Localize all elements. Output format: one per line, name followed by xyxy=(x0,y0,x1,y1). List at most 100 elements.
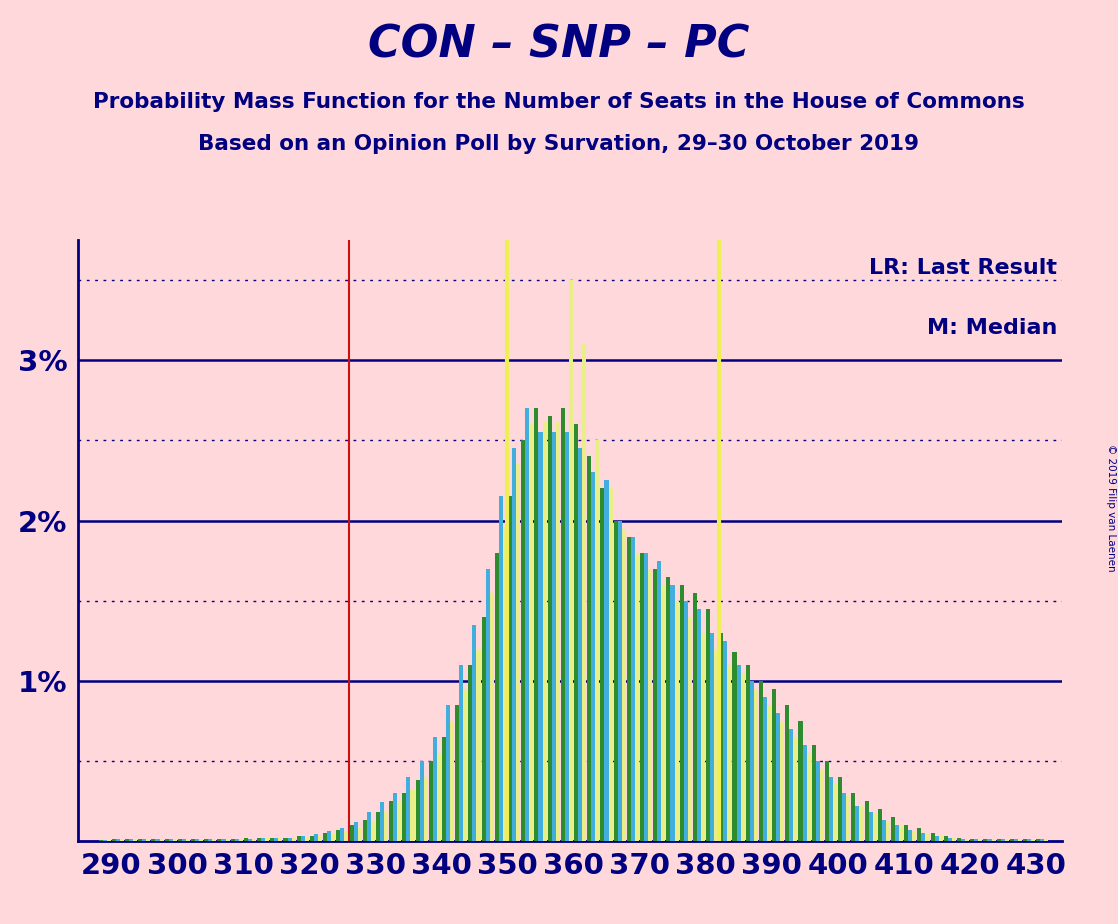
Bar xyxy=(873,814,877,841)
Bar xyxy=(657,561,662,841)
Bar xyxy=(762,697,767,841)
Bar xyxy=(838,777,842,841)
Bar xyxy=(1014,839,1017,841)
Bar xyxy=(139,839,142,841)
Bar xyxy=(723,640,728,841)
Bar xyxy=(869,812,873,841)
Bar xyxy=(935,836,939,841)
Bar xyxy=(205,839,208,841)
Bar xyxy=(1044,839,1049,841)
Bar xyxy=(803,745,806,841)
Bar xyxy=(746,664,750,841)
Bar xyxy=(714,649,718,841)
Bar xyxy=(169,839,173,841)
Bar xyxy=(561,408,565,841)
Bar xyxy=(674,601,679,841)
Bar xyxy=(186,839,190,841)
Bar xyxy=(116,839,120,841)
Bar xyxy=(896,825,899,841)
Bar xyxy=(812,745,816,841)
Bar xyxy=(608,489,613,841)
Bar xyxy=(614,520,617,841)
Bar xyxy=(565,432,569,841)
Bar xyxy=(908,830,912,841)
Bar xyxy=(574,424,578,841)
Bar xyxy=(798,721,803,841)
Bar xyxy=(885,821,890,841)
Bar xyxy=(819,769,824,841)
Bar xyxy=(521,441,525,841)
Bar xyxy=(217,839,221,841)
Bar xyxy=(292,838,295,841)
Bar xyxy=(257,838,262,841)
Bar xyxy=(653,568,657,841)
Bar xyxy=(446,705,451,841)
Bar xyxy=(394,793,397,841)
Bar xyxy=(904,825,908,841)
Bar xyxy=(274,838,278,841)
Bar xyxy=(296,836,301,841)
Bar xyxy=(226,839,229,841)
Bar xyxy=(825,760,828,841)
Bar xyxy=(287,838,292,841)
Bar xyxy=(569,280,574,841)
Bar xyxy=(182,839,186,841)
Bar xyxy=(173,839,177,841)
Bar xyxy=(208,839,212,841)
Text: LR: Last Result: LR: Last Result xyxy=(869,259,1058,278)
Bar xyxy=(133,839,138,841)
Bar xyxy=(635,553,639,841)
Bar xyxy=(582,345,586,841)
Bar xyxy=(750,681,754,841)
Bar xyxy=(707,609,710,841)
Bar xyxy=(142,839,146,841)
Text: Based on an Opinion Poll by Survation, 29–30 October 2019: Based on an Opinion Poll by Survation, 2… xyxy=(199,134,919,154)
Bar xyxy=(424,777,428,841)
Bar xyxy=(230,839,235,841)
Bar xyxy=(578,448,582,841)
Bar xyxy=(710,633,714,841)
Bar xyxy=(794,736,797,841)
Bar xyxy=(199,839,203,841)
Bar xyxy=(974,839,978,841)
Bar xyxy=(310,836,314,841)
Bar xyxy=(776,712,780,841)
Bar xyxy=(120,839,124,841)
Bar xyxy=(1023,839,1027,841)
Bar xyxy=(344,832,349,841)
Bar xyxy=(499,496,503,841)
Bar xyxy=(662,585,665,841)
Bar xyxy=(539,432,542,841)
Bar xyxy=(397,801,401,841)
Bar xyxy=(416,780,419,841)
Bar xyxy=(644,553,648,841)
Bar xyxy=(419,760,424,841)
Bar xyxy=(591,472,595,841)
Bar xyxy=(534,408,539,841)
Bar xyxy=(666,577,671,841)
Bar xyxy=(473,625,476,841)
Bar xyxy=(600,489,605,841)
Bar xyxy=(899,826,903,841)
Bar xyxy=(855,806,860,841)
Bar xyxy=(1036,839,1040,841)
Bar xyxy=(688,616,692,841)
Bar xyxy=(970,839,974,841)
Bar xyxy=(926,834,929,841)
Bar xyxy=(891,817,896,841)
Bar xyxy=(728,664,731,841)
Bar xyxy=(406,777,410,841)
Bar xyxy=(648,568,652,841)
Bar xyxy=(860,806,863,841)
Bar xyxy=(595,441,599,841)
Bar xyxy=(961,839,965,841)
Bar xyxy=(164,839,169,841)
Bar xyxy=(918,828,921,841)
Bar xyxy=(125,839,129,841)
Bar xyxy=(455,705,459,841)
Bar xyxy=(842,793,846,841)
Bar xyxy=(754,688,758,841)
Bar xyxy=(1027,839,1031,841)
Bar xyxy=(191,839,195,841)
Bar xyxy=(485,568,490,841)
